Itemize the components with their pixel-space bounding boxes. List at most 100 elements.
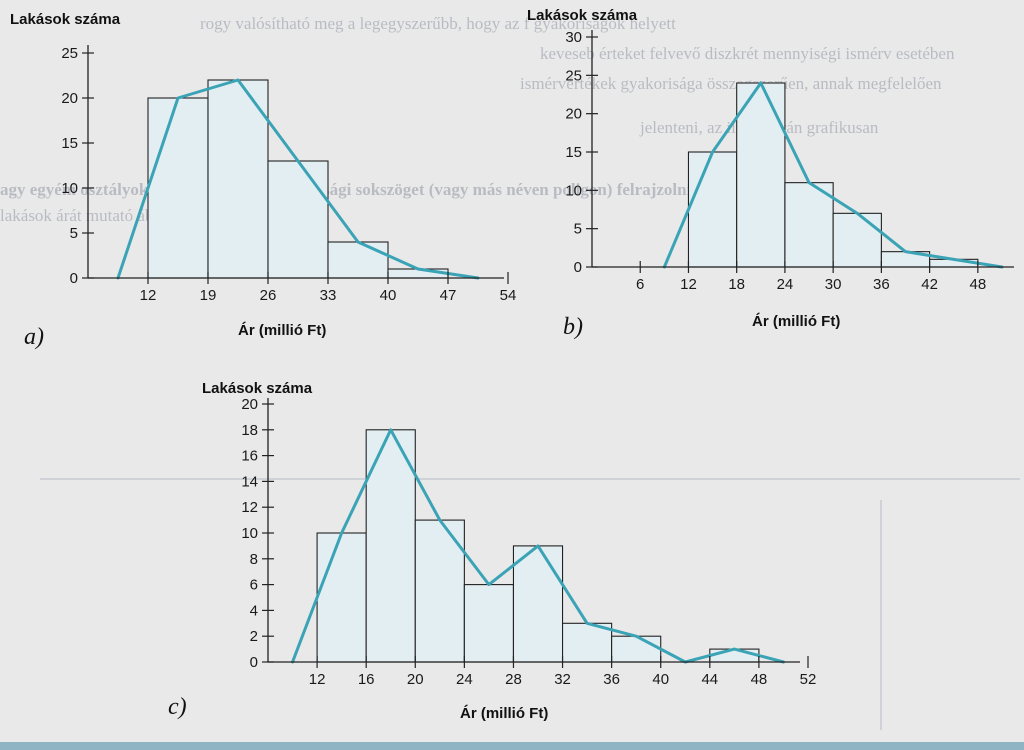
y-tick-label: 20 bbox=[61, 90, 78, 107]
x-tick-label: 33 bbox=[320, 287, 337, 304]
histogram-bar bbox=[611, 635, 662, 663]
histogram-panel-b: 0 5 10 15 20 25 30 6 12 18 24 30 36 42 48 Lakások szá… bbox=[527, 7, 1014, 340]
x-axis-label: Ár (millió Ft) bbox=[238, 322, 326, 339]
histogram-bar bbox=[316, 532, 367, 663]
y-tick-label: 2 bbox=[250, 628, 258, 645]
x-tick-label: 28 bbox=[505, 671, 522, 688]
axes-group bbox=[82, 45, 509, 284]
x-tick-label: 44 bbox=[701, 671, 718, 688]
x-tick-label: 48 bbox=[970, 276, 987, 293]
histogram-bar bbox=[832, 212, 882, 268]
bars-group bbox=[147, 79, 449, 279]
histogram-bar bbox=[709, 648, 760, 663]
y-axis-label: Lakások száma bbox=[202, 380, 313, 397]
x-tick-label: 48 bbox=[751, 671, 768, 688]
x-tick-label: 36 bbox=[873, 276, 890, 293]
x-tick-label: 12 bbox=[309, 671, 326, 688]
x-tick-label: 40 bbox=[652, 671, 669, 688]
histogram-bar bbox=[736, 82, 786, 268]
y-tick-label: 4 bbox=[250, 602, 258, 619]
background-rule bbox=[880, 500, 882, 730]
x-tick-label: 40 bbox=[380, 287, 397, 304]
histogram-bar bbox=[561, 622, 613, 663]
y-tick-label: 5 bbox=[70, 225, 78, 242]
y-tick-label: 0 bbox=[70, 270, 78, 287]
frequency-polygon-group bbox=[116, 78, 480, 280]
axes-group bbox=[262, 398, 809, 668]
x-tick-label: 47 bbox=[440, 287, 457, 304]
y-tick-label: 0 bbox=[574, 259, 582, 276]
frequency-polygon-line bbox=[291, 428, 785, 664]
y-tick-label: 8 bbox=[250, 551, 258, 568]
histogram-bar bbox=[147, 97, 209, 279]
x-tick-label: 42 bbox=[921, 276, 938, 293]
frequency-polygon-line bbox=[116, 78, 480, 280]
axes-group bbox=[586, 30, 1014, 273]
y-tick-labels: 0 5 10 15 20 25 30 bbox=[565, 29, 582, 276]
background-rule bbox=[40, 478, 1020, 480]
x-tick-label: 36 bbox=[603, 671, 620, 688]
x-tick-label: 20 bbox=[407, 671, 424, 688]
y-tick-label: 5 bbox=[574, 221, 582, 238]
y-tick-labels: 0 2 4 6 8 10 12 14 16 18 20 bbox=[241, 396, 258, 671]
x-tick-label: 12 bbox=[140, 287, 157, 304]
x-tick-label: 12 bbox=[680, 276, 697, 293]
panel-label: b) bbox=[563, 314, 583, 340]
x-tick-label: 24 bbox=[777, 276, 794, 293]
x-tick-label: 16 bbox=[358, 671, 375, 688]
x-tick-label: 52 bbox=[800, 671, 817, 688]
panel-label: a) bbox=[24, 324, 44, 350]
histogram-bar bbox=[267, 160, 329, 279]
histogram-bar bbox=[687, 151, 738, 268]
y-tick-label: 12 bbox=[241, 499, 258, 516]
histogram-bar bbox=[784, 182, 834, 268]
bars-group bbox=[687, 82, 979, 268]
y-axis-label: Lakások száma bbox=[10, 11, 121, 28]
y-tick-label: 10 bbox=[565, 182, 582, 199]
y-tick-label: 0 bbox=[250, 654, 258, 671]
frequency-polygon-group bbox=[662, 81, 1004, 269]
x-tick-label: 24 bbox=[456, 671, 473, 688]
x-axis-label: Ár (millió Ft) bbox=[752, 313, 840, 330]
x-tick-label: 26 bbox=[260, 287, 277, 304]
x-tick-label: 30 bbox=[825, 276, 842, 293]
panel-label: c) bbox=[168, 694, 187, 720]
histogram-bar bbox=[463, 584, 515, 663]
background-text-line: rogy valósítható meg a legegyszerűbb, ho… bbox=[200, 14, 676, 33]
histogram-bar bbox=[327, 241, 389, 279]
x-tick-label: 6 bbox=[636, 276, 644, 293]
y-tick-label: 15 bbox=[61, 135, 78, 152]
y-tick-label: 6 bbox=[250, 577, 258, 594]
background-text-line: ismérvértékek gyakorisága összegszerűen,… bbox=[520, 74, 942, 93]
frequency-polygon-line bbox=[662, 81, 1004, 269]
y-tick-label: 16 bbox=[241, 448, 258, 465]
histogram-bar bbox=[512, 545, 564, 663]
bars-group bbox=[316, 429, 760, 663]
x-tick-label: 19 bbox=[200, 287, 217, 304]
y-tick-label: 14 bbox=[241, 473, 258, 490]
histogram-bar bbox=[207, 79, 269, 279]
x-tick-label: 18 bbox=[728, 276, 745, 293]
x-tick-label: 54 bbox=[500, 287, 517, 304]
y-tick-label: 15 bbox=[565, 144, 582, 161]
x-axis-label: Ár (millió Ft) bbox=[460, 705, 548, 722]
y-tick-label: 30 bbox=[565, 29, 582, 46]
x-tick-labels: 6 12 18 24 30 36 42 48 bbox=[636, 276, 986, 293]
y-tick-label: 20 bbox=[241, 396, 258, 413]
background-text-line: keveseb érteket felvevő diszkrét mennyis… bbox=[540, 44, 955, 63]
x-tick-labels: 12 19 26 33 40 47 54 bbox=[140, 287, 517, 304]
y-tick-label: 10 bbox=[61, 180, 78, 197]
x-tick-label: 32 bbox=[554, 671, 571, 688]
y-tick-label: 25 bbox=[61, 45, 78, 62]
page-bottom-strip bbox=[0, 742, 1024, 750]
frequency-polygon-group bbox=[291, 428, 785, 664]
y-tick-label: 10 bbox=[241, 525, 258, 542]
y-tick-labels: 0 5 10 15 20 25 bbox=[61, 45, 78, 287]
y-axis-label: Lakások száma bbox=[527, 7, 638, 24]
y-tick-label: 25 bbox=[565, 67, 582, 84]
x-tick-labels: 12 16 20 24 28 32 36 40 44 48 52 bbox=[309, 671, 817, 688]
